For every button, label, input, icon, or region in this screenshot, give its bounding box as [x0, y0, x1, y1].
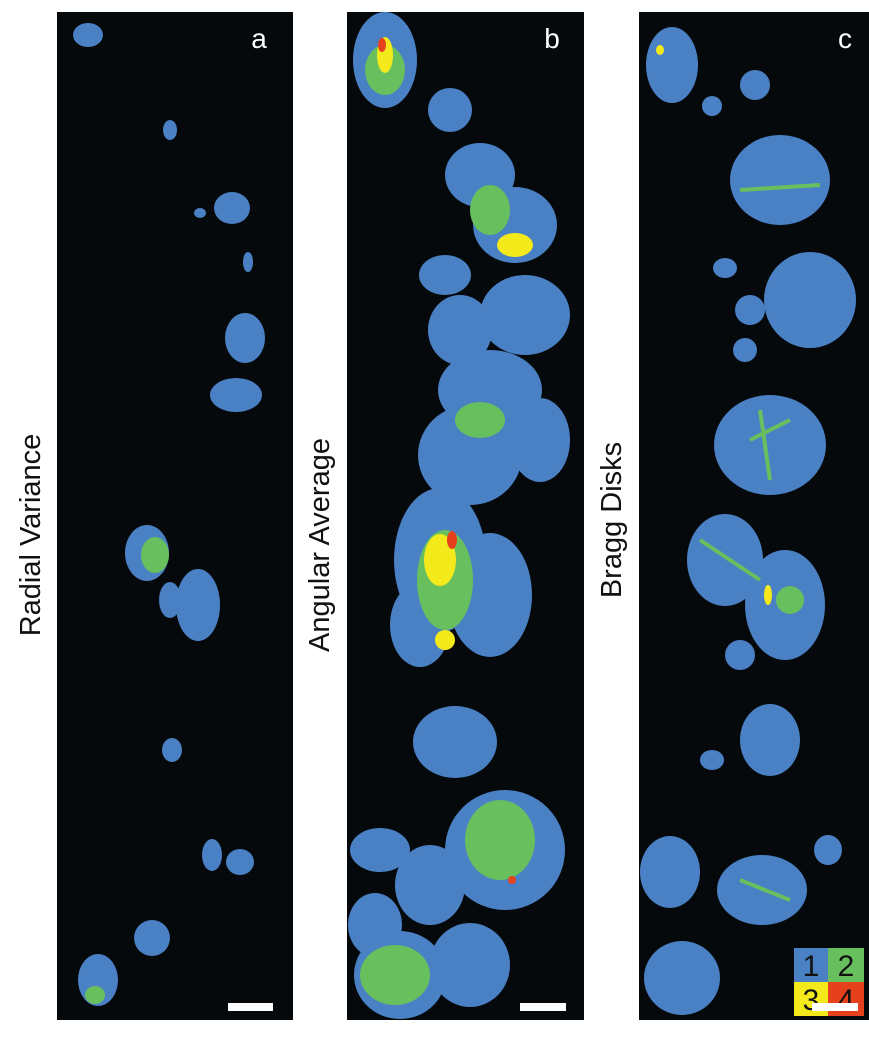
phase-region: [730, 135, 830, 225]
phase-region: [764, 252, 856, 348]
phase-region: [85, 986, 105, 1004]
phase-region: [713, 258, 737, 278]
scale-bar: [228, 1003, 273, 1011]
phase-region: [214, 192, 250, 224]
phase-region: [814, 835, 842, 865]
phase-region: [360, 945, 430, 1005]
panel-title: Radial Variance: [15, 434, 47, 637]
panel-title: Bragg Disks: [596, 442, 628, 598]
phase-region: [700, 750, 724, 770]
phase-region: [226, 849, 254, 875]
phase-region: [447, 531, 457, 549]
phase-region: [646, 27, 698, 103]
phase-region: [378, 38, 386, 52]
panel-c: 1 2 3 4 c Bragg Disks: [596, 12, 869, 1020]
phase-region: [508, 876, 516, 884]
panel-letter: a: [251, 23, 267, 54]
phase-region: [176, 569, 220, 641]
scale-bar: [520, 1003, 566, 1011]
phase-region: [725, 640, 755, 670]
phase-region: [419, 255, 471, 295]
phase-region: [413, 706, 497, 778]
phase-region: [644, 941, 720, 1015]
phase-region: [73, 23, 103, 47]
phase-region: [210, 378, 262, 412]
panel-title: Angular Average: [304, 438, 336, 652]
phase-region: [497, 233, 533, 257]
phase-region: [480, 275, 570, 355]
phase-region: [225, 313, 265, 363]
phase-region: [702, 96, 722, 116]
phase-region: [141, 537, 169, 573]
phase-region: [243, 252, 253, 272]
phase-region: [735, 295, 765, 325]
scale-bar: [812, 1003, 858, 1011]
phase-region: [134, 920, 170, 956]
legend-label: 4: [838, 984, 855, 1017]
phase-region: [455, 402, 505, 438]
phase-region: [470, 185, 510, 235]
phase-region: [428, 88, 472, 132]
phase-region: [430, 923, 510, 1007]
panel-letter: c: [838, 23, 852, 54]
figure: a Radial Variance: [0, 0, 869, 1049]
phase-region: [656, 45, 664, 55]
panel-background: [57, 12, 293, 1020]
panel-b: b Angular Average: [304, 12, 584, 1020]
phase-region: [740, 704, 800, 776]
phase-region: [640, 836, 700, 908]
phase-region: [162, 738, 182, 762]
phase-region: [194, 208, 206, 218]
panel-a: a Radial Variance: [15, 12, 293, 1020]
phase-region: [740, 70, 770, 100]
legend-label: 1: [803, 950, 820, 983]
legend-label: 3: [803, 984, 820, 1017]
legend-label: 2: [838, 950, 855, 983]
phase-region: [733, 338, 757, 362]
phase-region: [776, 586, 804, 614]
phase-region: [435, 630, 455, 650]
phase-region: [202, 839, 222, 871]
phase-region: [764, 585, 772, 605]
phase-region: [465, 800, 535, 880]
panel-letter: b: [544, 23, 560, 54]
phase-region: [395, 845, 465, 925]
phase-region: [510, 398, 570, 482]
phase-region: [163, 120, 177, 140]
